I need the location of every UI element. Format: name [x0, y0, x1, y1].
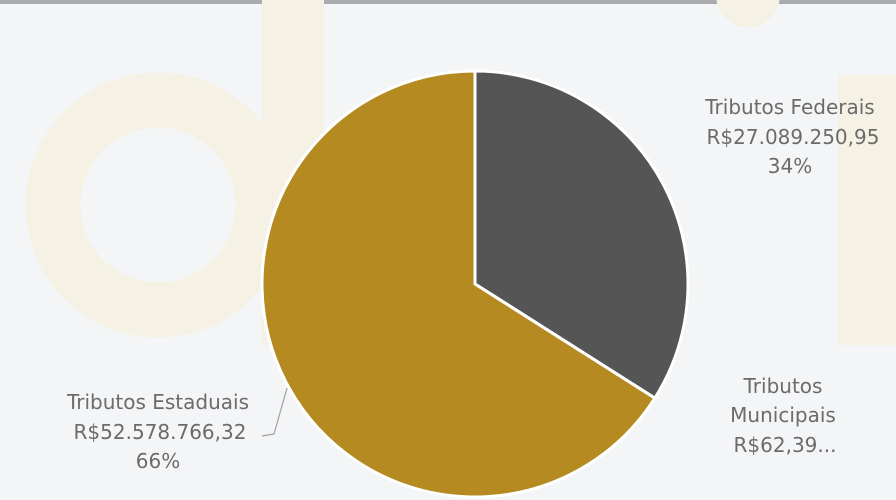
label-federais-name: Tributos Federais [704, 95, 874, 119]
label-municipais: Tributos Municipais R$62,39... [730, 374, 836, 457]
label-federais-value: R$27.089.250,95 [707, 125, 880, 149]
label-federais-percent: 34% [768, 154, 812, 178]
label-estaduais-percent: 66% [136, 449, 180, 473]
label-municipais-value: R$62,39... [734, 433, 837, 457]
label-municipais-name-line2: Municipais [730, 403, 836, 427]
leader-line-estaduais [261, 387, 288, 437]
top-border [0, 0, 896, 4]
label-municipais-name-line1: Tributos [743, 374, 823, 398]
label-estaduais-name: Tributos Estaduais [66, 390, 249, 414]
label-federais: Tributos Federais R$27.089.250,95 34% [704, 95, 879, 178]
label-estaduais-value: R$52.578.766,32 [74, 420, 247, 444]
pie-slices [260, 69, 690, 499]
pie-slice-tributos-estaduais [260, 69, 657, 499]
label-estaduais: Tributos Estaduais R$52.578.766,32 66% [66, 390, 249, 473]
